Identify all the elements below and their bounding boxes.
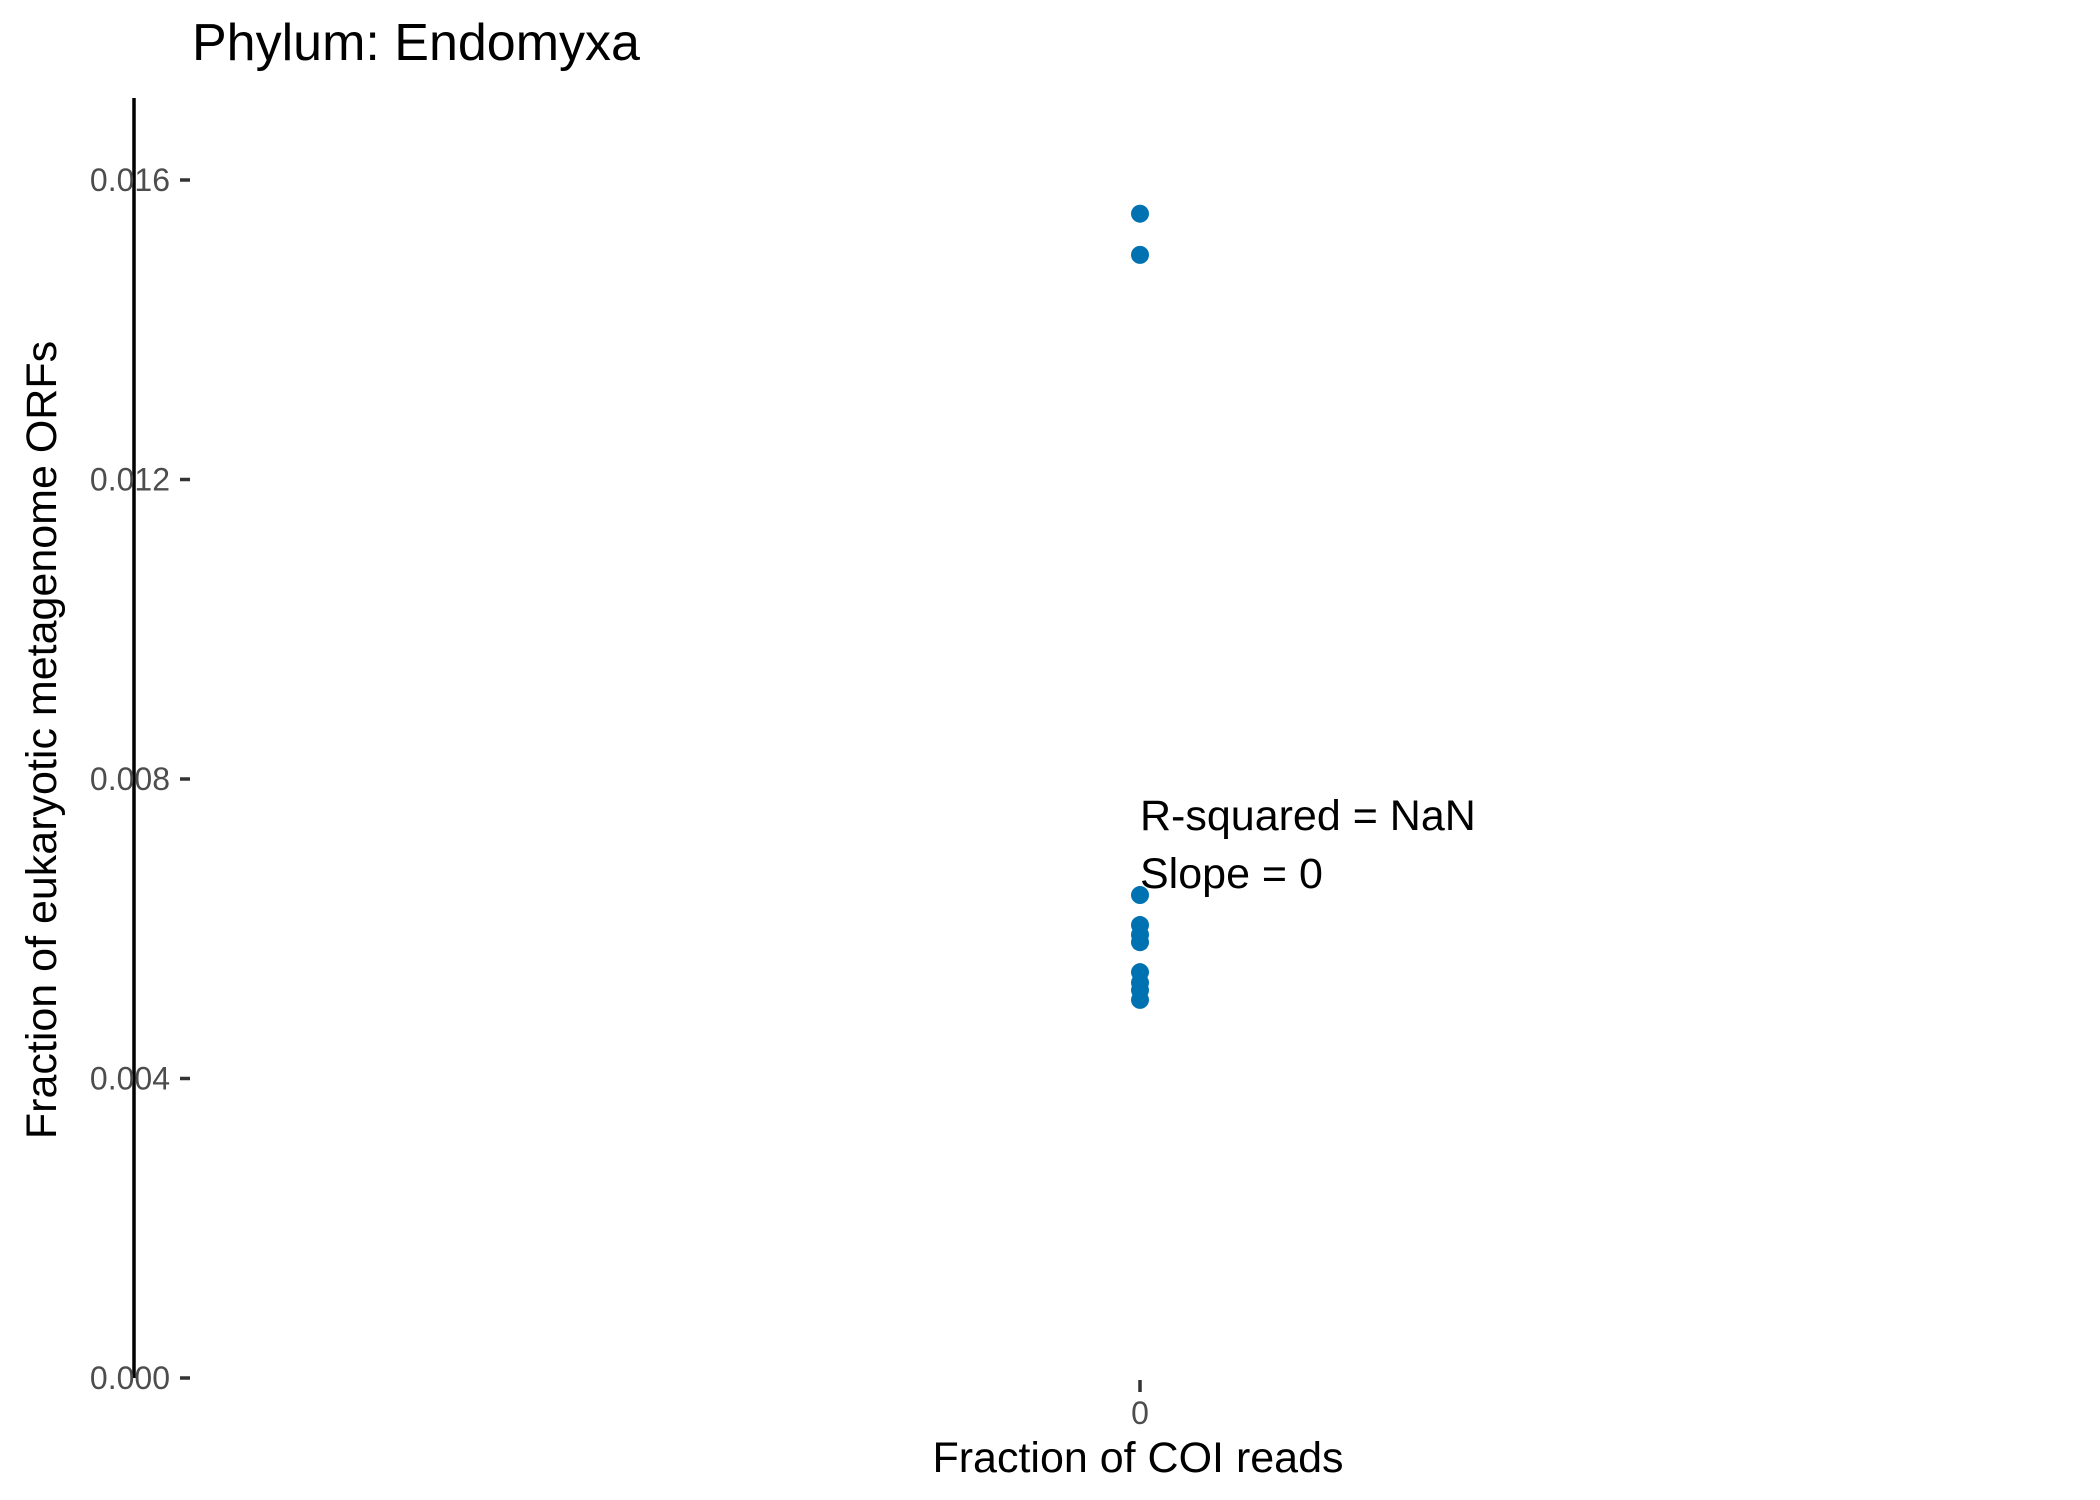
y-tick-label: 0.016 — [90, 162, 170, 198]
y-tick-label: 0.012 — [90, 462, 170, 498]
annotations: R-squared = NaN Slope = 0 — [1140, 792, 1476, 898]
chart-title: Phylum: Endomyxa — [192, 14, 640, 72]
y-tick-label: 0.000 — [90, 1360, 170, 1396]
y-axis: 0.000 0.004 0.008 0.012 0.016 — [90, 98, 190, 1396]
x-tick-label: 0 — [1131, 1395, 1149, 1431]
data-point — [1131, 886, 1149, 905]
r-squared-annotation: R-squared = NaN — [1140, 792, 1476, 840]
data-point — [1131, 245, 1149, 264]
data-point — [1131, 990, 1149, 1009]
y-axis-title: Fraction of eukaryotic metagenome ORFs — [18, 341, 66, 1139]
data-point — [1131, 204, 1149, 223]
data-point — [1131, 933, 1149, 952]
x-axis-title: Fraction of COI reads — [932, 1434, 1343, 1482]
y-tick-label: 0.008 — [90, 761, 170, 797]
scatter-points — [1131, 204, 1149, 1009]
x-axis: 0 — [1131, 1380, 1149, 1431]
y-tick-label: 0.004 — [90, 1061, 170, 1097]
slope-annotation: Slope = 0 — [1140, 850, 1323, 898]
